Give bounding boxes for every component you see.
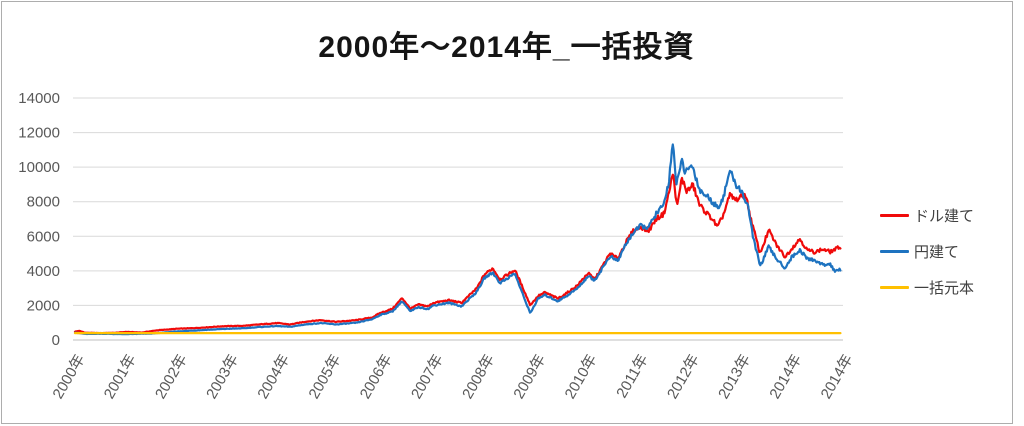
x-tick-label: 2012年 [664, 352, 703, 402]
legend-item-principal: 一括元本 [880, 278, 975, 297]
x-tick-label: 2003年 [203, 352, 242, 402]
legend-item-jpy: 円建て [880, 242, 960, 261]
x-tick-label: 2001年 [101, 352, 140, 402]
legend-line-jpy [880, 249, 909, 253]
x-tick-label: 2011年 [613, 352, 651, 401]
x-axis-labels: 2000年 2001年 2002年 2003年 2004年 2005年 2006年 2007年… [50, 351, 857, 401]
x-tick-label: 2007年 [408, 352, 447, 402]
y-tick-label: 2000 [27, 297, 60, 314]
y-tick-label: 8000 [27, 194, 60, 211]
x-tick-label: 2004年 [254, 352, 293, 402]
legend-line-principal [880, 285, 909, 289]
y-tick-label: 12000 [18, 125, 60, 142]
gridlines [73, 97, 843, 341]
y-tick-label: 14000 [18, 90, 60, 107]
x-tick-label: 2002年 [152, 352, 191, 402]
y-tick-label: 6000 [27, 228, 60, 245]
series-line-usd [73, 173, 842, 335]
legend-item-usd: ドル建て [880, 206, 975, 225]
series-line-jpy [73, 143, 842, 336]
y-axis-labels: 0 2000 4000 6000 8000 10000 12000 14000 [18, 90, 60, 349]
x-tick-label: 2014年 [766, 352, 805, 402]
legend-line-usd [880, 213, 909, 217]
x-tick-label: 2008年 [459, 351, 498, 401]
y-tick-label: 4000 [27, 263, 60, 280]
x-tick-label: 2009年 [510, 352, 549, 402]
x-tick-label: 2006年 [357, 352, 396, 402]
x-tick-label: 2005年 [306, 352, 345, 402]
x-tick-label: 2013年 [715, 352, 754, 402]
legend-label-principal: 一括元本 [914, 279, 975, 297]
y-tick-label: 0 [52, 332, 60, 349]
x-tick-label: 2010年 [562, 352, 601, 402]
legend-label-jpy: 円建て [914, 243, 960, 261]
y-tick-label: 10000 [18, 159, 60, 176]
x-tick-label: 2000年 [50, 352, 89, 402]
legend-label-usd: ドル建て [914, 207, 975, 225]
chart-title: 2000年〜2014年_一括投資 [318, 31, 695, 64]
x-tick-label: 2014年 [818, 352, 857, 402]
